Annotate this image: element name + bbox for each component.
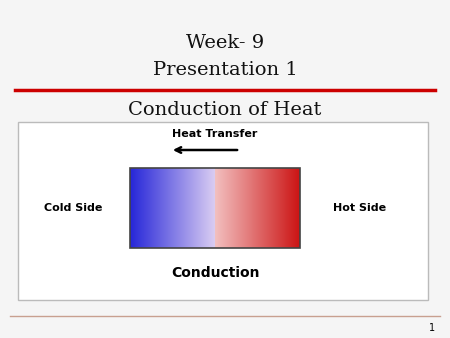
Text: Presentation 1: Presentation 1 — [153, 61, 297, 79]
Text: Cold Side: Cold Side — [44, 203, 102, 213]
Bar — [18, 122, 428, 300]
Text: Conduction: Conduction — [171, 266, 259, 280]
Text: Week- 9: Week- 9 — [186, 34, 264, 52]
Text: Conduction of Heat: Conduction of Heat — [128, 101, 322, 119]
Text: Heat Transfer: Heat Transfer — [172, 129, 258, 139]
Bar — [130, 168, 300, 248]
Text: Hot Side: Hot Side — [333, 203, 387, 213]
Text: 1: 1 — [429, 323, 435, 333]
